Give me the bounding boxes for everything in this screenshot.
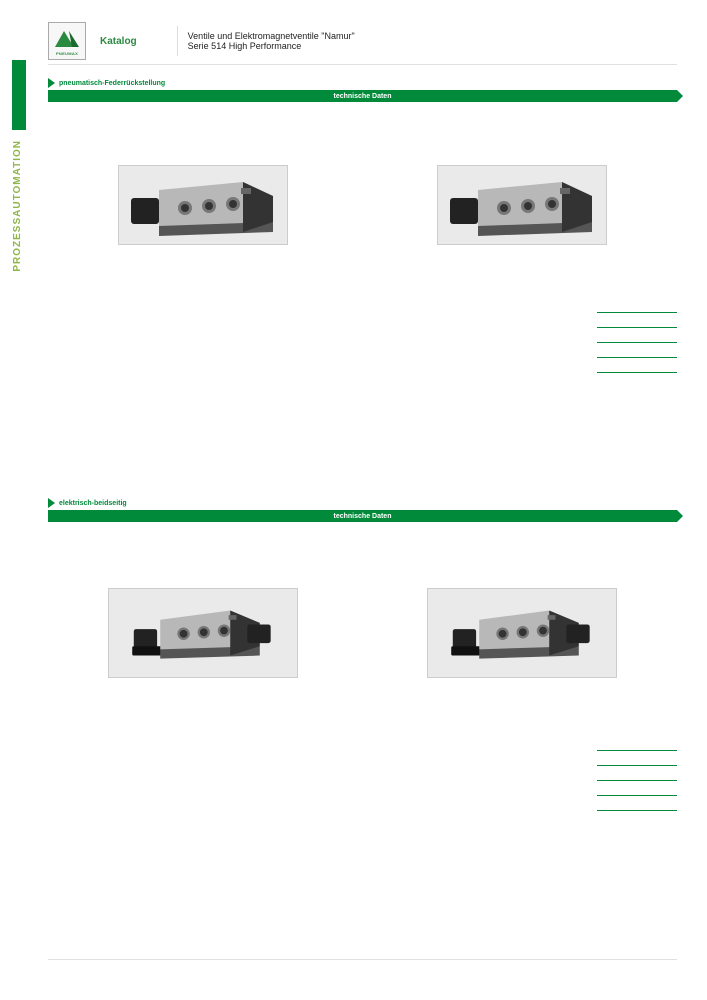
brand-logo: PNEUMAX [48,22,86,60]
spec-row [597,765,677,780]
side-label: PROZESSAUTOMATION [12,140,23,272]
side-accent [12,60,26,130]
section2-tag: elektrisch-beidseitig [59,500,127,507]
header-divider [177,26,178,56]
spec-row [597,312,677,327]
product-image-1b [437,165,607,245]
page-title-line2: Serie 514 High Performance [188,41,355,51]
brand-text: PNEUMAX [56,51,78,56]
header-rule [48,64,677,65]
spec-row [597,780,677,795]
section1-tag: pneumatisch-Federrückstellung [59,80,165,87]
spec-row [597,795,677,811]
product-image-2b [427,588,617,678]
footer-rule [48,959,677,960]
katalog-label: Katalog [100,36,137,47]
spec-row [597,342,677,357]
spec-row [597,357,677,373]
section-arrow-icon [48,78,55,88]
spec-row [597,750,677,765]
product-image-1a [118,165,288,245]
spec-row [597,327,677,342]
section2-bar: technische Daten [48,510,677,522]
section1-bar: technische Daten [48,90,677,102]
product-image-2a [108,588,298,678]
page-title-line1: Ventile und Elektromagnetventile "Namur" [188,31,355,41]
section-arrow-icon [48,498,55,508]
